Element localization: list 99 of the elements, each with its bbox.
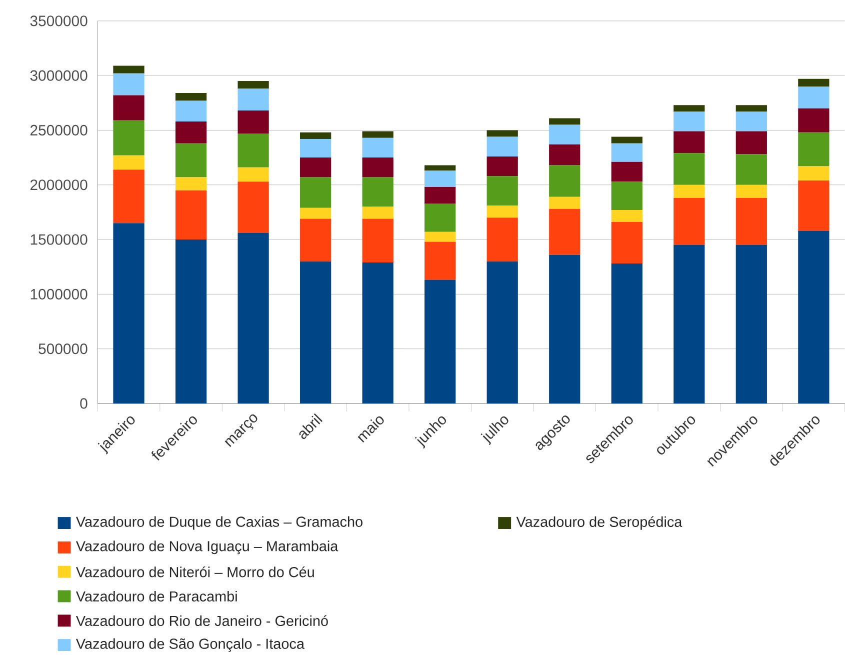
bar bbox=[300, 262, 332, 404]
bar bbox=[674, 112, 705, 132]
bar bbox=[674, 153, 705, 186]
legend-label: Vazadouro de Duque de Caxias – Gramacho bbox=[76, 516, 362, 530]
bar bbox=[674, 105, 705, 112]
bar bbox=[424, 187, 456, 204]
bar bbox=[424, 204, 456, 232]
bar bbox=[798, 132, 830, 167]
y-tick-label: 1000000 bbox=[30, 289, 88, 300]
y-tick-label: 3500000 bbox=[30, 16, 88, 26]
bar bbox=[549, 197, 580, 210]
bar bbox=[424, 280, 456, 404]
bar bbox=[113, 120, 144, 156]
bar bbox=[549, 118, 580, 125]
bar bbox=[549, 255, 580, 404]
bar bbox=[238, 182, 269, 234]
bar bbox=[175, 190, 207, 240]
bar bbox=[300, 218, 332, 262]
bar bbox=[611, 144, 642, 162]
y-tick-label: 2500000 bbox=[30, 125, 88, 136]
legend-label: Vazadouro de Niterói – Morro do Céu bbox=[76, 566, 314, 578]
bar bbox=[736, 154, 767, 186]
bar bbox=[549, 144, 580, 166]
bar bbox=[113, 66, 144, 74]
bar bbox=[300, 139, 332, 158]
bar bbox=[798, 79, 830, 87]
y-tick-label: 0 bbox=[80, 398, 88, 409]
bar bbox=[674, 198, 705, 246]
bar bbox=[300, 208, 332, 219]
bar bbox=[424, 165, 456, 171]
bar bbox=[486, 137, 518, 157]
bar bbox=[300, 158, 332, 178]
bar bbox=[175, 177, 207, 191]
bar bbox=[736, 112, 767, 132]
bar bbox=[362, 177, 394, 207]
bar bbox=[238, 110, 269, 134]
y-tick-label: 500000 bbox=[38, 344, 88, 354]
bar bbox=[175, 240, 207, 404]
y-tick-label: 1500000 bbox=[30, 234, 88, 246]
bar bbox=[238, 134, 269, 168]
bar bbox=[611, 222, 642, 264]
bar bbox=[736, 132, 767, 154]
bar bbox=[798, 180, 830, 232]
bar bbox=[486, 156, 518, 176]
bar bbox=[175, 144, 207, 178]
bar bbox=[486, 218, 518, 262]
bar bbox=[300, 132, 332, 140]
legend-label: Vazadouro de Paracambi bbox=[76, 591, 237, 602]
bar bbox=[424, 170, 456, 188]
bar bbox=[113, 156, 144, 170]
bar bbox=[486, 130, 518, 138]
bar bbox=[736, 105, 767, 112]
bar bbox=[238, 168, 269, 182]
y-tick-label: 3000000 bbox=[30, 70, 88, 82]
bar bbox=[611, 162, 642, 182]
bar bbox=[549, 209, 580, 256]
legend-label: Vazadouro de Nova Iguaçu – Marambaia bbox=[76, 540, 338, 554]
bar bbox=[362, 158, 394, 178]
bar bbox=[674, 245, 705, 404]
y-tick-label: 2000000 bbox=[30, 180, 88, 190]
bar bbox=[362, 262, 394, 404]
bar bbox=[736, 185, 767, 198]
bar bbox=[674, 185, 705, 198]
bar bbox=[362, 218, 394, 263]
bar bbox=[798, 86, 830, 109]
bar bbox=[362, 138, 394, 158]
bar bbox=[486, 176, 518, 206]
bar bbox=[113, 170, 144, 224]
bar bbox=[611, 137, 642, 144]
bar bbox=[549, 124, 580, 145]
bar bbox=[549, 165, 580, 198]
bar bbox=[238, 81, 269, 89]
bar bbox=[238, 233, 269, 404]
bar bbox=[424, 232, 456, 242]
bar bbox=[238, 88, 269, 111]
bar bbox=[736, 245, 767, 404]
bar bbox=[611, 210, 642, 222]
bar bbox=[486, 262, 518, 404]
bar bbox=[736, 198, 767, 246]
bar bbox=[175, 100, 207, 122]
bar bbox=[113, 223, 144, 404]
bar bbox=[113, 95, 144, 121]
bar bbox=[674, 132, 705, 154]
legend-label: Vazadouro de São Gonçalo - Itaoca bbox=[76, 638, 304, 652]
bar bbox=[611, 264, 642, 404]
bar bbox=[798, 231, 830, 404]
bar bbox=[175, 93, 207, 101]
bar bbox=[798, 166, 830, 181]
bar bbox=[175, 122, 207, 144]
bar bbox=[300, 177, 332, 208]
bar bbox=[362, 132, 394, 138]
bar bbox=[611, 182, 642, 210]
bar bbox=[486, 206, 518, 218]
bar bbox=[113, 74, 144, 96]
bar bbox=[424, 242, 456, 280]
legend-label: Vazadouro do Rio de Janeiro - Gericinó bbox=[76, 615, 328, 626]
bar bbox=[362, 206, 394, 219]
bar bbox=[798, 108, 830, 133]
legend-label: Vazadouro de Seropédica bbox=[516, 516, 682, 530]
